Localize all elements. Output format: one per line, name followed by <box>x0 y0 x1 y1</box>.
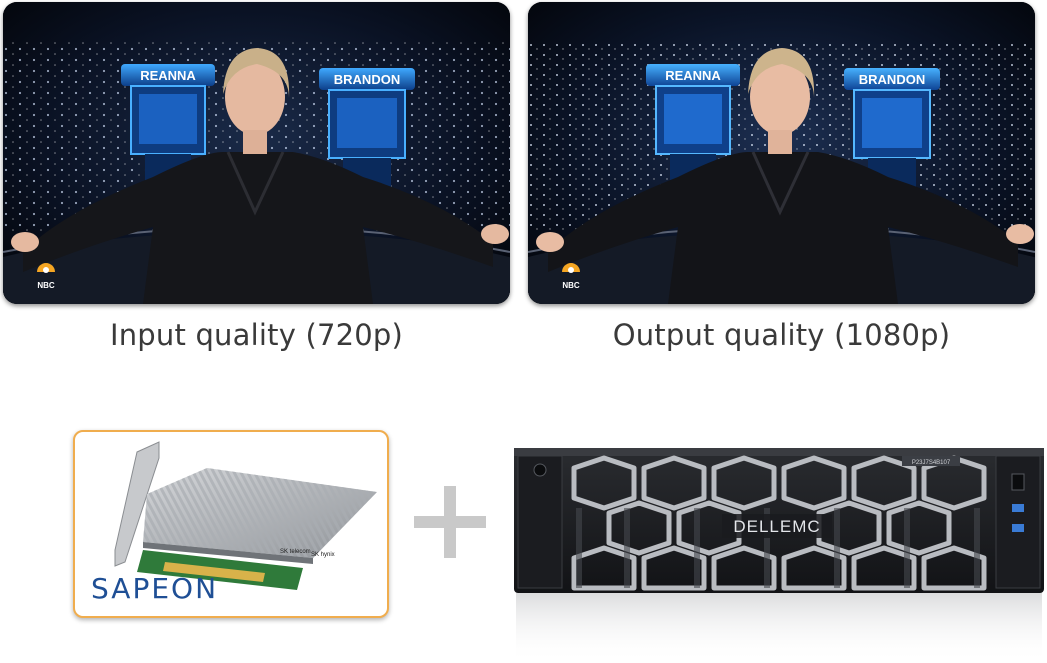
output-video-image: REANNA BRANDON NBC <box>528 2 1035 304</box>
card-chip-label-2: SK hynix <box>311 552 335 558</box>
card-gold-fingers <box>163 562 265 582</box>
card-bracket <box>114 441 160 567</box>
podium-left-name: REANNA <box>140 68 196 83</box>
input-video-frame: REANNA BRANDON NBC <box>3 2 510 304</box>
dell-emc-logo: DELLEMC <box>733 517 820 536</box>
nbc-logo-text: NBC <box>37 281 55 290</box>
input-video-image: REANNA BRANDON NBC <box>3 2 510 304</box>
server-asset-tag: P23J7S4B107 <box>912 460 951 466</box>
podium-right-name: BRANDON <box>859 72 925 87</box>
nbc-logo-icon <box>562 263 580 273</box>
card-chip-label-1: SK telecom <box>280 549 311 555</box>
nbc-logo-text: NBC <box>562 281 580 290</box>
nbc-logo-icon <box>37 263 55 273</box>
server-hex-bezel <box>571 455 987 591</box>
accelerator-card-box: SK telecom SK hynix SAPEON <box>73 430 389 618</box>
host-figure <box>11 48 509 304</box>
podium-left-name: REANNA <box>665 68 721 83</box>
podium-right-name: BRANDON <box>334 72 400 87</box>
input-quality-caption: Input quality (720p) <box>109 318 404 352</box>
host-figure <box>536 48 1034 304</box>
output-video-frame: REANNA BRANDON NBC <box>528 2 1035 304</box>
sapeon-logo: SAPEON <box>91 572 219 605</box>
dell-emc-server-image: P23J7S4B107 DELLEMC <box>514 448 1044 663</box>
accelerator-card-image: SK telecom SK hynix <box>114 441 377 590</box>
output-quality-caption: Output quality (1080p) <box>612 318 951 352</box>
plus-icon <box>414 486 486 558</box>
